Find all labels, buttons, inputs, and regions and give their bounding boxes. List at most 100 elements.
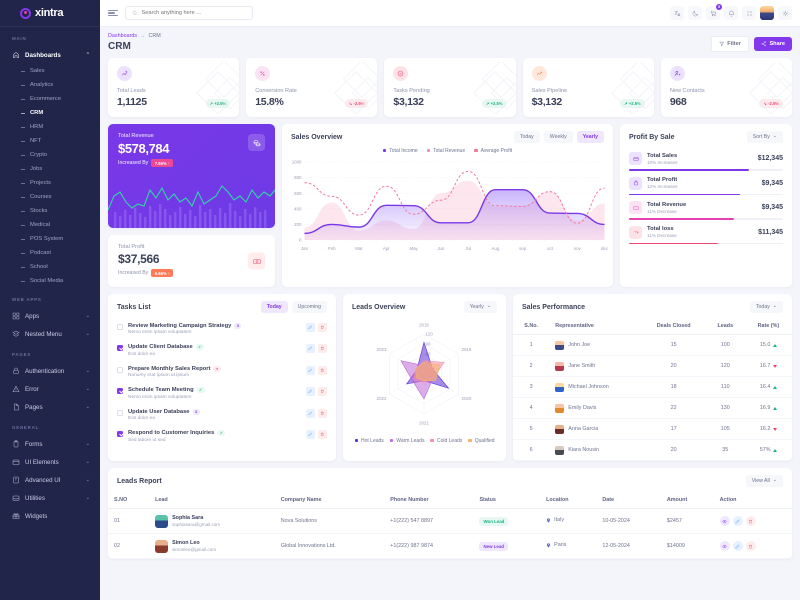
sidebar-subitem-crypto[interactable]: Crypto [0, 148, 100, 162]
translate-icon[interactable] [670, 6, 684, 20]
sidebar-subitem-sales[interactable]: Sales [0, 64, 100, 78]
delete-icon[interactable] [318, 344, 327, 353]
task-checkbox[interactable] [117, 366, 123, 373]
avatar[interactable] [760, 6, 774, 20]
tab-upcoming[interactable]: Upcoming [291, 301, 327, 313]
leads-period-dropdown[interactable]: Yearly [463, 301, 497, 313]
brand-logo[interactable]: xintra [0, 0, 100, 27]
table-row[interactable]: 01 Sophia Sara sophiasara@gmail.com Nova So… [108, 508, 792, 534]
legend-item[interactable]: Total Income [382, 148, 418, 154]
tab-today[interactable]: Today [260, 301, 288, 313]
edit-icon[interactable] [306, 365, 315, 375]
view-all-dropdown[interactable]: View All [745, 475, 783, 487]
legend-item[interactable]: Total Revenue [426, 148, 465, 154]
task-checkbox[interactable] [117, 323, 123, 330]
sidebar-item-apps[interactable]: Apps ⌄ [0, 307, 100, 325]
edit-icon[interactable] [306, 387, 315, 396]
legend-item[interactable]: Cold Leads [430, 438, 462, 444]
edit-icon[interactable] [306, 408, 315, 418]
task-checkbox[interactable] [117, 345, 123, 351]
gift-icon [12, 512, 20, 520]
grid-icon[interactable] [742, 6, 756, 20]
edit-icon[interactable] [306, 430, 315, 439]
gear-icon[interactable] [778, 6, 792, 20]
sidebar-subitem-analytics[interactable]: Analytics [0, 78, 100, 92]
delete-icon[interactable] [318, 408, 327, 418]
search-box[interactable] [125, 6, 253, 20]
delete-icon[interactable] [318, 430, 327, 439]
menu-toggle-icon[interactable] [108, 9, 118, 17]
task-checkbox[interactable] [117, 388, 123, 394]
delete-icon[interactable] [318, 387, 327, 396]
sidebar-subitem-hrm[interactable]: HRM [0, 120, 100, 134]
sidebar-subitem-school[interactable]: School [0, 260, 100, 274]
sidebar-subitem-projects[interactable]: Projects [0, 176, 100, 190]
sidebar-item-widgets[interactable]: Widgets [0, 507, 100, 525]
sales-performance-dropdown[interactable]: Today [749, 301, 783, 313]
breadcrumb-parent[interactable]: Dashboards [108, 33, 138, 39]
tab-today[interactable]: Today [513, 131, 540, 143]
sidebar-subitem-social-media[interactable]: Social Media [0, 274, 100, 288]
table-row[interactable]: 4 Emily Davis 22 130 16.9 [513, 397, 792, 419]
chevron-down-icon: ⌄ [85, 404, 90, 410]
percent-icon [259, 70, 266, 77]
table-row[interactable]: 1 John Joe 15 100 15.0 [513, 334, 792, 356]
sidebar-subitem-pos-system[interactable]: POS System [0, 232, 100, 246]
task-checkbox[interactable] [117, 431, 123, 437]
legend-item[interactable]: Hot Leads [354, 438, 384, 444]
sidebar-item-utilities[interactable]: Utilities ⌄ [0, 489, 100, 507]
sidebar-item-dashboards[interactable]: Dashboards ⌃ [0, 46, 100, 64]
sidebar-item-advanced-ui[interactable]: Advanced UI ⌄ [0, 471, 100, 489]
edit-icon[interactable] [306, 322, 315, 332]
legend-item[interactable]: Average Profit [474, 148, 512, 154]
sidebar-item-ui-elements[interactable]: UI Elements ⌄ [0, 453, 100, 471]
sidebar-subitem-ecommerce[interactable]: Ecommerce [0, 92, 100, 106]
table-row[interactable]: 5 Anna Garcia 17 105 16.2 [513, 418, 792, 440]
cart-icon[interactable]: 5 [706, 4, 722, 20]
table-row[interactable]: 3 Michael Johnson 18 110 16.4 [513, 376, 792, 398]
bell-icon[interactable] [724, 6, 738, 20]
delete-icon[interactable] [745, 541, 756, 551]
breadcrumb: Dashboards → CRM [108, 33, 161, 39]
legend-item[interactable]: Warm Leads [389, 438, 424, 444]
table-row[interactable]: 2 Jane Smith 20 120 16.7 [513, 355, 792, 377]
sidebar-item-error[interactable]: Error ⌄ [0, 380, 100, 398]
sidebar-item-label: Widgets [25, 512, 48, 520]
sidebar-subitem-crm[interactable]: CRM [0, 106, 100, 120]
table-row[interactable]: 6 Kiara Nousin 20 35 57% [513, 439, 792, 461]
cell-sno: 3 [513, 376, 550, 398]
moon-icon[interactable] [688, 6, 702, 20]
task-body: Prepare Monthly Sales Report ● Nonumy erat… [128, 365, 301, 378]
tab-weekly[interactable]: Weekly [543, 131, 573, 143]
sidebar-subitem-podcast[interactable]: Podcast [0, 246, 100, 260]
edit-icon[interactable] [732, 516, 743, 526]
task-checkbox[interactable] [117, 409, 123, 416]
tab-yearly[interactable]: Yearly [576, 131, 604, 143]
view-icon[interactable] [719, 541, 730, 551]
view-icon[interactable] [719, 516, 730, 526]
edit-icon[interactable] [732, 541, 743, 551]
filter-button[interactable]: Filter [710, 36, 749, 52]
edit-icon[interactable] [306, 344, 315, 353]
share-button[interactable]: Share [753, 37, 792, 51]
legend-swatch [389, 438, 394, 442]
stats-row: Total Leads 1,1125 ↗ +2.5% Conversion Rate 1… [108, 58, 793, 117]
delete-icon[interactable] [745, 516, 756, 526]
sidebar-item-forms[interactable]: Forms ⌄ [0, 435, 100, 453]
sidebar-subitem-medical[interactable]: Medical [0, 218, 100, 232]
legend-item[interactable]: Qualified [468, 438, 495, 444]
sidebar-item-authentication[interactable]: Authentication ⌄ [0, 362, 100, 380]
delete-icon[interactable] [318, 322, 327, 332]
sidebar-item-nested-menu[interactable]: Nested Menu ⌄ [0, 325, 100, 343]
sidebar-subitem-jobs[interactable]: Jobs [0, 162, 100, 176]
sidebar-subitem-nft[interactable]: NFT [0, 134, 100, 148]
task-actions [306, 365, 327, 375]
search-input[interactable] [141, 10, 246, 16]
delete-icon[interactable] [318, 365, 327, 375]
sidebar-subitem-label: Projects [30, 180, 51, 186]
sort-by-dropdown[interactable]: Sort By [746, 131, 783, 143]
sidebar-subitem-stocks[interactable]: Stocks [0, 204, 100, 218]
table-row[interactable]: 02 Simon Leo simonleo@gmail.com Global Inno… [108, 533, 792, 559]
sidebar-subitem-courses[interactable]: Courses [0, 190, 100, 204]
sidebar-item-pages[interactable]: Pages ⌄ [0, 398, 100, 416]
